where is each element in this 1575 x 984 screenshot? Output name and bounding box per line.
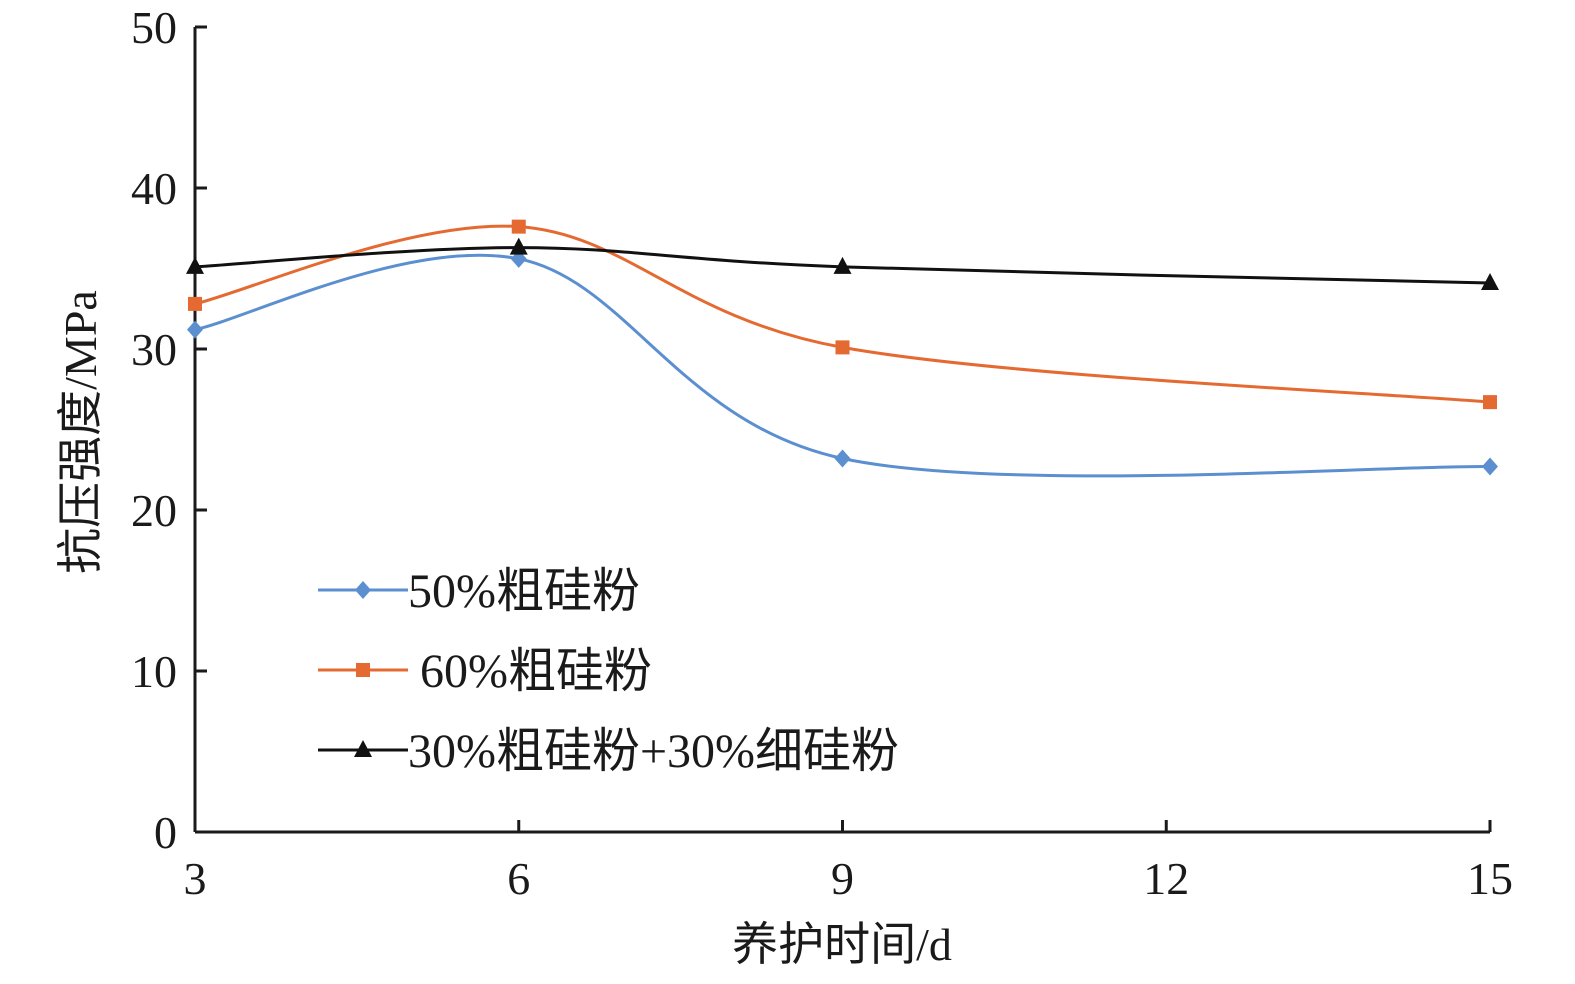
legend-label: 30%粗硅粉+30%细硅粉 bbox=[408, 725, 899, 778]
y-tick-label: 0 bbox=[154, 807, 177, 858]
square-marker bbox=[356, 663, 370, 677]
x-tick-label: 3 bbox=[184, 853, 207, 904]
square-marker bbox=[188, 296, 202, 311]
x-tick-label: 6 bbox=[507, 853, 530, 904]
square-marker bbox=[1483, 395, 1497, 410]
series-layer bbox=[186, 219, 1499, 478]
diamond-marker bbox=[355, 581, 371, 599]
y-tick-label: 10 bbox=[131, 646, 177, 697]
diamond-marker bbox=[1482, 457, 1498, 476]
square-marker bbox=[511, 219, 526, 234]
triangle-marker bbox=[509, 237, 528, 255]
y-tick-label: 20 bbox=[131, 485, 177, 536]
square-marker bbox=[835, 340, 850, 355]
series-line bbox=[194, 246, 1491, 285]
y-tick-label: 30 bbox=[131, 324, 177, 375]
diamond-marker bbox=[834, 449, 851, 468]
x-tick-label: 12 bbox=[1143, 853, 1189, 904]
x-axis-label: 养护时间/d bbox=[732, 919, 952, 970]
y-tick-label: 50 bbox=[131, 2, 177, 53]
triangle-marker bbox=[186, 256, 204, 274]
series-line bbox=[194, 224, 1491, 404]
y-axis-label: 抗压强度/MPa bbox=[55, 290, 106, 574]
x-tick-label: 15 bbox=[1467, 853, 1513, 904]
legend-label: 50%粗硅粉 bbox=[408, 565, 640, 618]
y-tick-label: 40 bbox=[131, 163, 177, 214]
legend-label: 60%粗硅粉 bbox=[420, 645, 652, 698]
triangle-marker bbox=[1481, 272, 1499, 290]
triangle-marker bbox=[833, 256, 852, 274]
x-tick-label: 9 bbox=[831, 853, 854, 904]
series-line bbox=[194, 253, 1491, 478]
axes: 0 10 20 30 40 50 3 6 9 12 15 bbox=[131, 2, 1513, 904]
diamond-marker bbox=[187, 320, 203, 339]
triangle-marker bbox=[354, 740, 372, 757]
legend: 50%粗硅粉 60%粗硅粉 30%粗硅粉+30%细硅粉 bbox=[318, 565, 899, 778]
